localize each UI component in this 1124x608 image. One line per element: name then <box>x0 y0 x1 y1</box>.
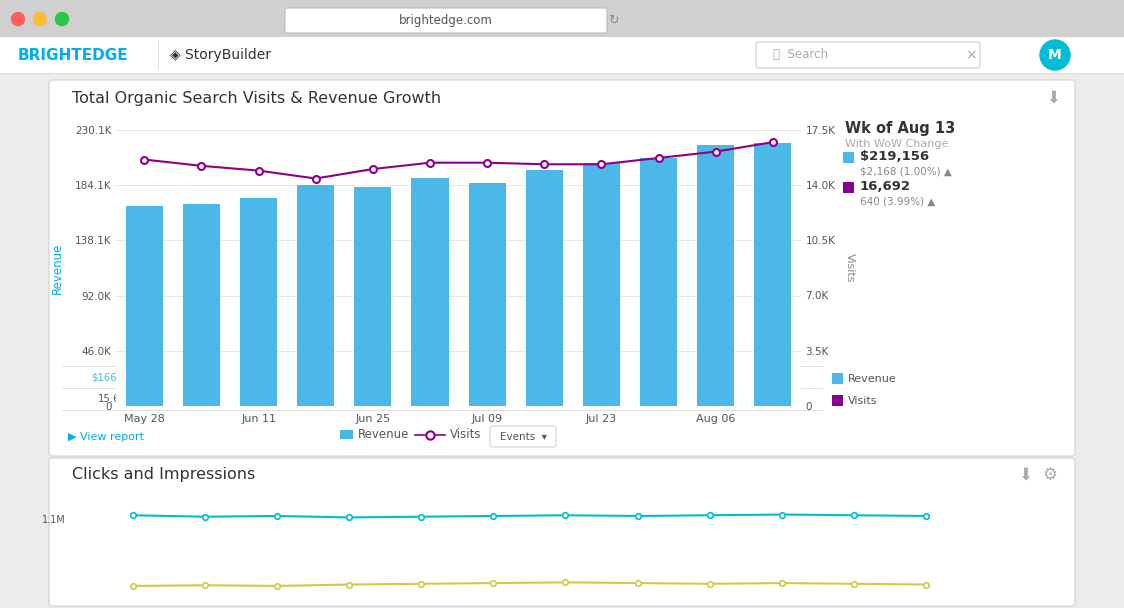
Y-axis label: Revenue: Revenue <box>51 242 64 294</box>
Text: 16.1K: 16.1K <box>649 394 678 404</box>
Text: Total Organic Search Visits & Revenue Growth: Total Organic Search Visits & Revenue Gr… <box>72 91 441 106</box>
Text: ▶ View report: ▶ View report <box>67 432 144 442</box>
Text: Events  ▾: Events ▾ <box>499 432 546 441</box>
Bar <box>297 185 334 406</box>
Text: 16,692: 16,692 <box>860 181 910 193</box>
Circle shape <box>34 13 46 26</box>
Text: 16.7K: 16.7K <box>704 394 733 404</box>
Bar <box>411 178 448 406</box>
Bar <box>339 430 353 439</box>
Text: Visits: Visits <box>847 395 878 406</box>
Text: 14.9K: 14.9K <box>208 394 236 404</box>
Text: ⬇: ⬇ <box>1018 466 1032 484</box>
Bar <box>640 157 677 406</box>
Y-axis label: Visits: Visits <box>845 253 855 283</box>
Text: $182.1K: $182.1K <box>311 373 353 383</box>
Text: $217K: $217K <box>646 373 679 383</box>
Text: Revenue: Revenue <box>359 428 409 441</box>
Bar <box>583 162 620 406</box>
FancyBboxPatch shape <box>49 458 1075 606</box>
Circle shape <box>55 13 69 26</box>
Text: $206.7K: $206.7K <box>587 373 628 383</box>
Text: Clicks and Impressions: Clicks and Impressions <box>72 468 255 483</box>
Bar <box>469 183 506 406</box>
Text: $183.9K: $183.9K <box>256 373 298 383</box>
Text: 15K: 15K <box>323 394 342 404</box>
FancyBboxPatch shape <box>285 8 607 33</box>
Text: Visits: Visits <box>450 428 481 441</box>
FancyBboxPatch shape <box>490 426 556 447</box>
Text: $189.4K: $189.4K <box>366 373 408 383</box>
Text: $196.7K: $196.7K <box>477 373 518 383</box>
Text: 14.1M: 14.1M <box>910 515 940 525</box>
Bar <box>126 206 163 406</box>
Bar <box>832 373 843 384</box>
Text: brightedge.com: brightedge.com <box>399 14 493 27</box>
Bar <box>526 170 563 406</box>
Circle shape <box>1040 40 1070 70</box>
Text: M: M <box>1048 48 1062 62</box>
Bar <box>183 204 220 406</box>
Text: With WoW Change: With WoW Change <box>845 139 949 149</box>
Text: $219,156: $219,156 <box>860 151 930 164</box>
Text: Revenue: Revenue <box>847 373 897 384</box>
Bar <box>241 198 278 406</box>
Text: BRIGHTEDGE: BRIGHTEDGE <box>18 47 128 63</box>
Text: 🔍  Search: 🔍 Search <box>773 49 828 61</box>
Text: 15.4K: 15.4K <box>373 394 401 404</box>
Bar <box>843 152 854 163</box>
Text: $185.6K: $185.6K <box>422 373 463 383</box>
Text: 15.7K: 15.7K <box>593 394 623 404</box>
Text: 15.3K: 15.3K <box>538 394 568 404</box>
Text: 14.4K: 14.4K <box>263 394 291 404</box>
Bar <box>832 395 843 406</box>
Bar <box>754 143 791 406</box>
Text: ◈ StoryBuilder: ◈ StoryBuilder <box>170 48 271 62</box>
Text: 1.1M: 1.1M <box>43 515 66 525</box>
Text: $168.5K: $168.5K <box>146 373 188 383</box>
Text: $166.8K: $166.8K <box>91 373 133 383</box>
Text: ×: × <box>966 48 977 62</box>
Text: $219.2K: $219.2K <box>697 373 738 383</box>
Bar <box>354 187 391 406</box>
FancyBboxPatch shape <box>0 73 1124 608</box>
Text: Wk of Aug 13: Wk of Aug 13 <box>845 120 955 136</box>
Text: 15.2K: 15.2K <box>153 394 182 404</box>
Text: $2,168 (1.00%) ▲: $2,168 (1.00%) ▲ <box>860 167 952 177</box>
Text: ⚙: ⚙ <box>1043 466 1058 484</box>
Circle shape <box>11 13 25 26</box>
Text: 640 (3.99%) ▲: 640 (3.99%) ▲ <box>860 197 935 207</box>
FancyBboxPatch shape <box>756 42 980 68</box>
FancyBboxPatch shape <box>49 80 1075 456</box>
Text: 15.4K: 15.4K <box>428 394 457 404</box>
Text: 15.3K: 15.3K <box>483 394 513 404</box>
Text: ⬇: ⬇ <box>1046 89 1060 107</box>
FancyBboxPatch shape <box>0 0 1124 37</box>
Bar <box>697 145 734 406</box>
Text: ↻: ↻ <box>608 14 618 27</box>
Text: $173.5K: $173.5K <box>201 373 243 383</box>
Text: 15.6K: 15.6K <box>98 394 126 404</box>
Bar <box>843 182 854 193</box>
Text: $202.6K: $202.6K <box>532 373 573 383</box>
FancyBboxPatch shape <box>0 37 1124 73</box>
